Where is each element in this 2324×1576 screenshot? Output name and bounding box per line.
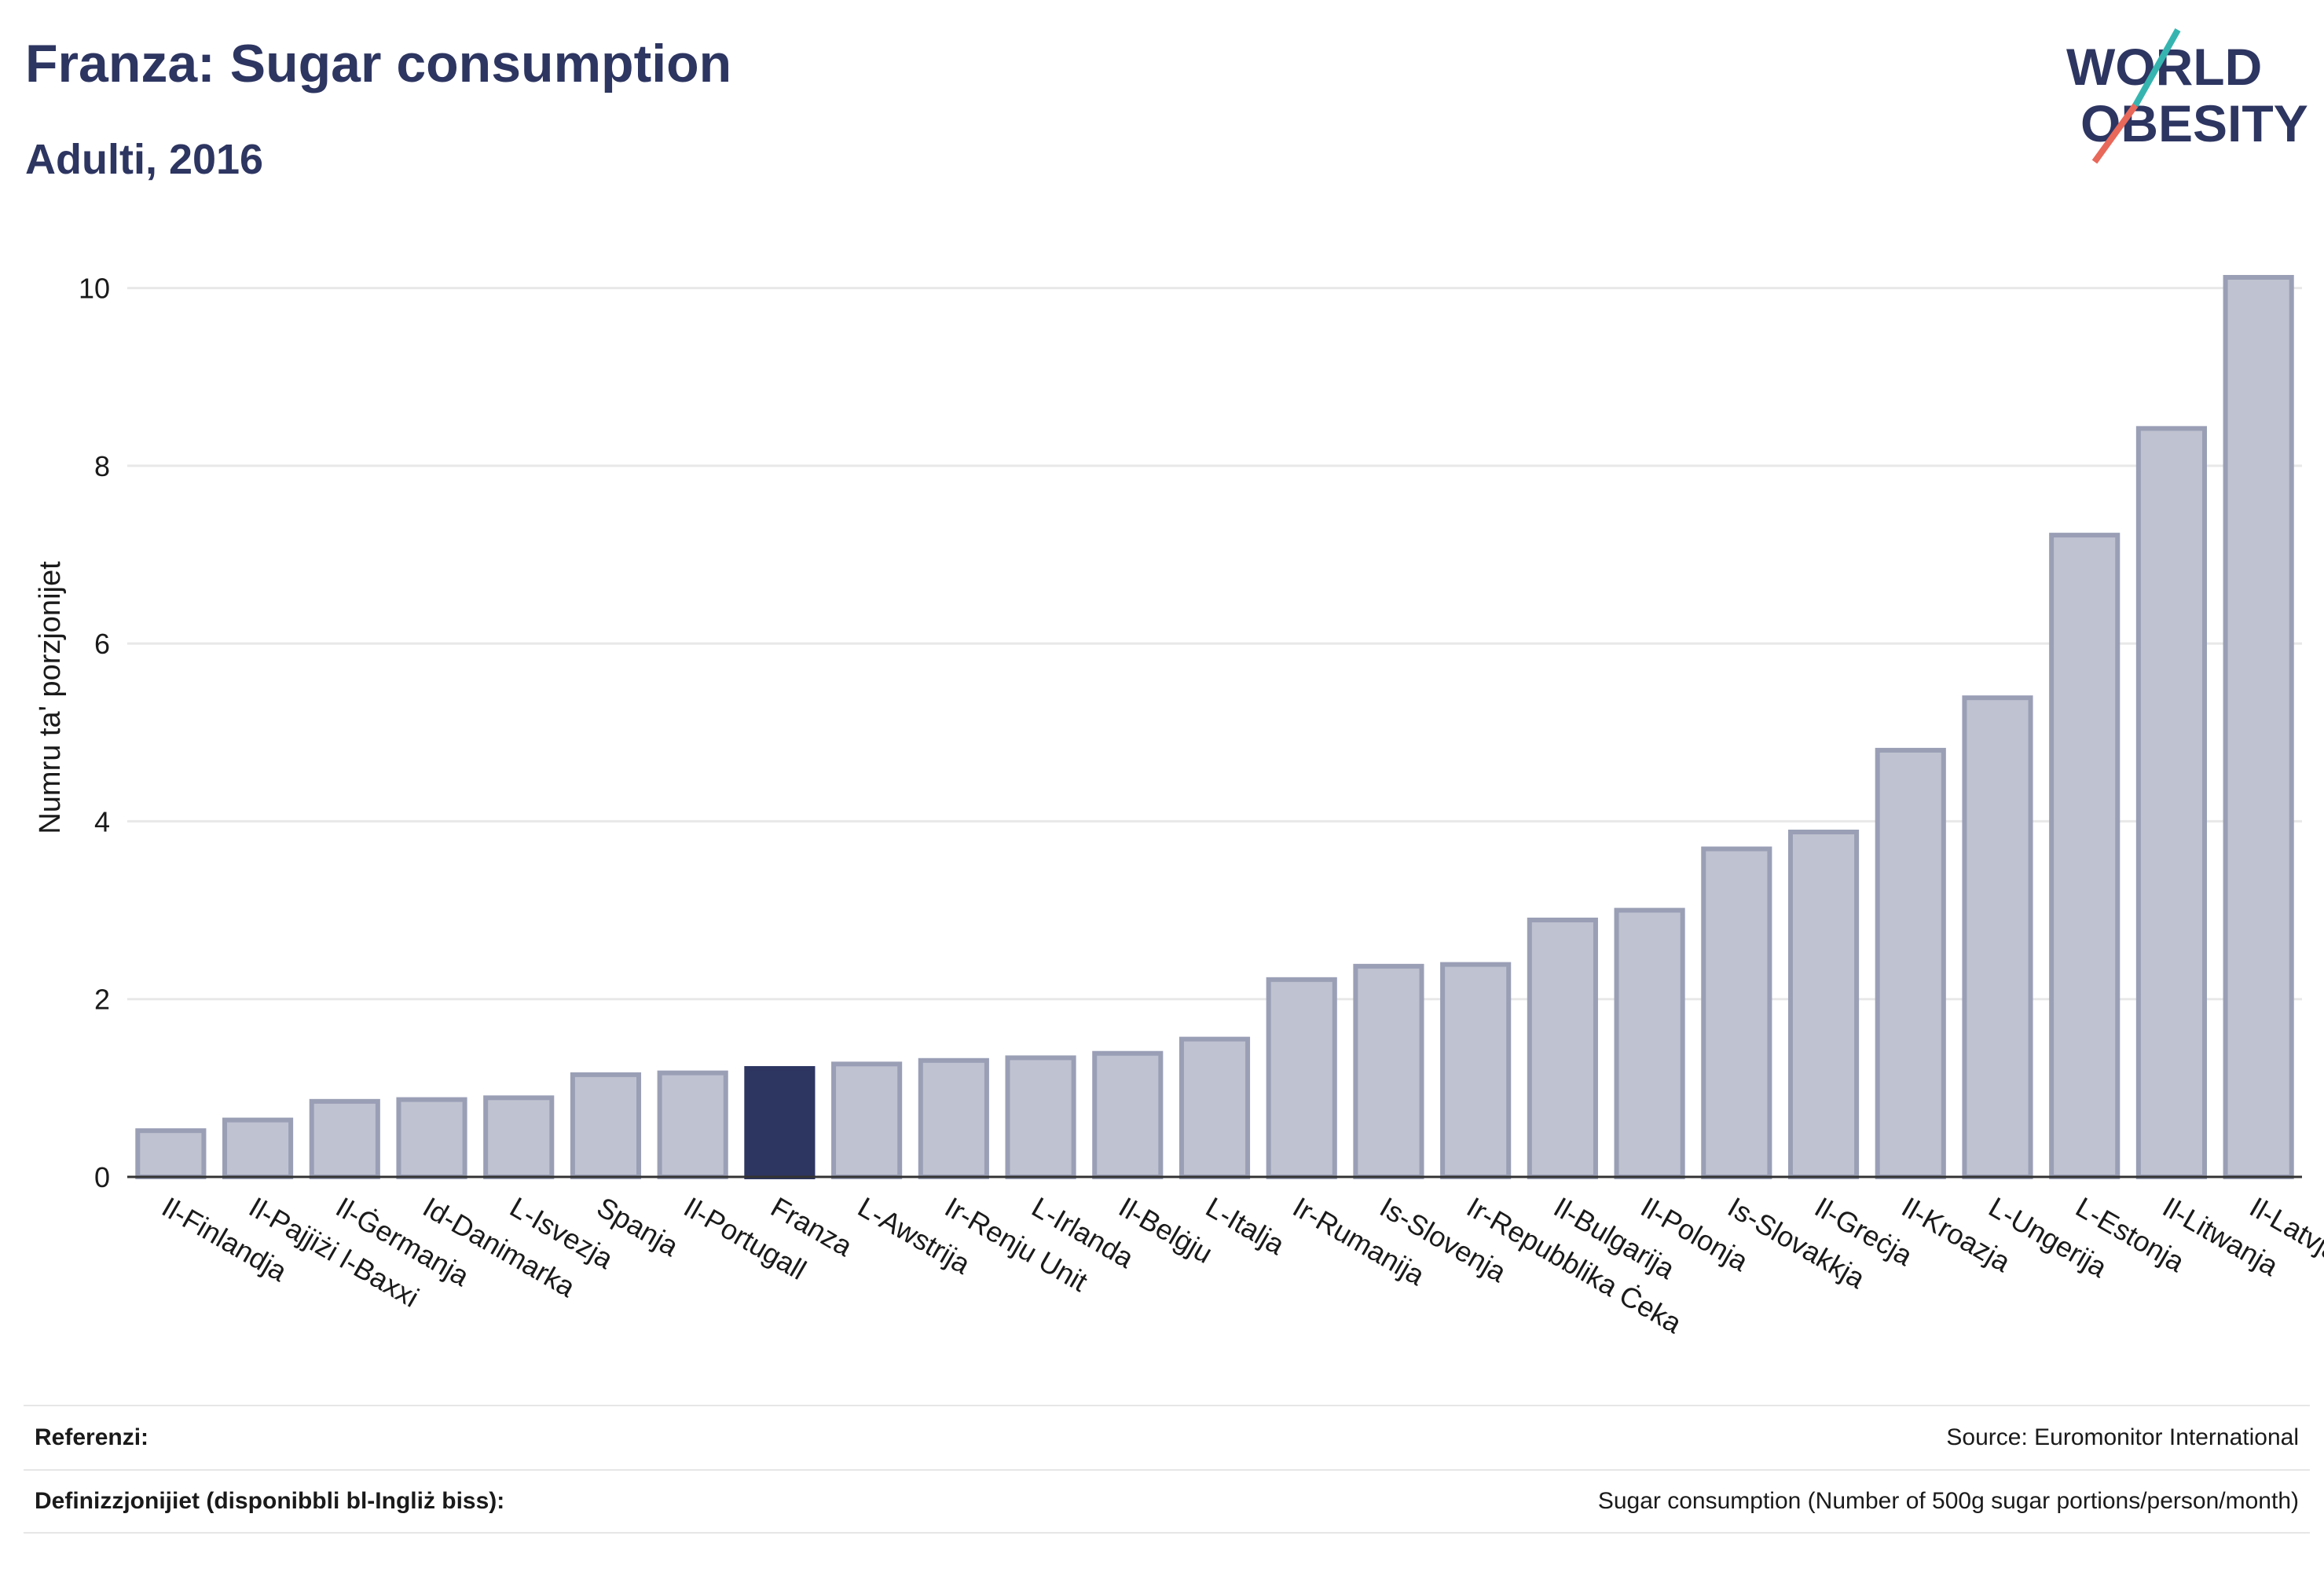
y-axis-label: Numru ta' porzjonijet <box>34 561 67 834</box>
definitions-label: Definizzjonijiet (disponibbli bl-Ingliż … <box>35 1488 505 1514</box>
bar-8 <box>831 1061 903 1180</box>
y-tick-label: 8 <box>94 450 110 482</box>
y-tick-label: 6 <box>94 628 110 660</box>
bars <box>135 274 2294 1180</box>
bar-17 <box>1614 907 1685 1179</box>
bar-16 <box>1527 918 1598 1179</box>
bar-1 <box>222 1117 294 1180</box>
definitions-value: Sugar consumption (Number of 500g sugar … <box>1597 1488 2299 1514</box>
y-tick-label: 10 <box>79 273 110 305</box>
bar-19 <box>1787 830 1860 1180</box>
bar-0 <box>135 1128 207 1180</box>
logo-coral-stroke <box>2091 103 2139 164</box>
bar-4 <box>483 1095 555 1179</box>
bar-23 <box>2135 426 2207 1179</box>
bar-21 <box>1962 695 2033 1179</box>
page-title: Franza: Sugar consumption <box>25 34 732 93</box>
bar-5 <box>570 1072 642 1180</box>
world-obesity-logo: WORLD OBESITY <box>2066 28 2308 164</box>
bar-12 <box>1178 1036 1251 1179</box>
bar-3 <box>396 1097 467 1179</box>
y-tick-label: 2 <box>94 984 110 1016</box>
bar-7 <box>744 1065 816 1179</box>
bar-18 <box>1701 846 1772 1179</box>
page-subtitle: Adulti, 2016 <box>25 136 264 183</box>
logo-line1: WORLD <box>2066 38 2262 96</box>
logo-line2: OBESITY <box>2080 94 2308 152</box>
bar-20 <box>1875 747 1946 1179</box>
logo-teal-stroke <box>2132 28 2181 107</box>
bar-6 <box>657 1070 728 1179</box>
bar-10 <box>1005 1055 1076 1179</box>
references-row: Referenzi: Source: Euromonitor Internati… <box>24 1405 2310 1469</box>
bar-15 <box>1440 962 1512 1180</box>
bar-2 <box>309 1098 380 1180</box>
x-tick-label: L-Italja <box>1200 1190 1291 1261</box>
bar-11 <box>1092 1050 1164 1180</box>
definitions-row: Definizzjonijiet (disponibbli bl-Ingliż … <box>24 1469 2310 1534</box>
y-tick-label: 4 <box>94 805 110 837</box>
bar-24 <box>2223 274 2294 1180</box>
bar-22 <box>2049 533 2121 1179</box>
bar-13 <box>1266 977 1337 1180</box>
bar-9 <box>918 1057 989 1179</box>
y-tick-label: 0 <box>94 1161 110 1193</box>
references-source: Source: Euromonitor International <box>1946 1424 2299 1450</box>
references-label: Referenzi: <box>35 1424 149 1450</box>
bar-14 <box>1353 963 1424 1179</box>
